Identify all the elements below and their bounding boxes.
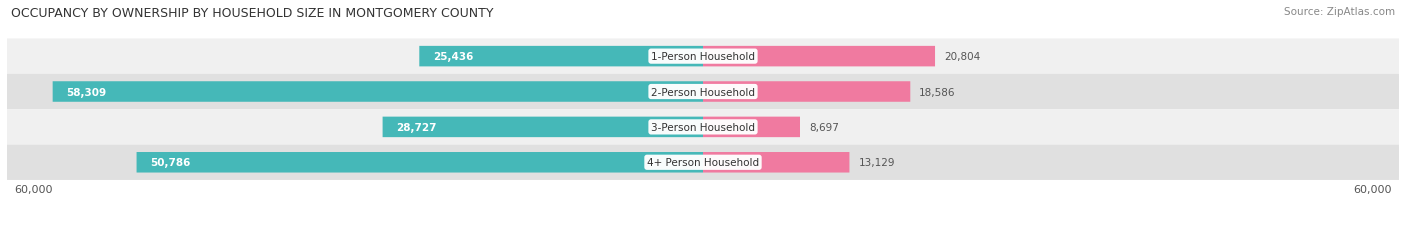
Text: 25,436: 25,436	[433, 52, 472, 62]
FancyBboxPatch shape	[136, 152, 703, 173]
FancyBboxPatch shape	[7, 39, 1399, 74]
Text: 58,309: 58,309	[66, 87, 107, 97]
FancyBboxPatch shape	[7, 110, 1399, 145]
FancyBboxPatch shape	[52, 82, 703, 102]
Text: 13,129: 13,129	[858, 158, 894, 167]
Text: 18,586: 18,586	[920, 87, 956, 97]
FancyBboxPatch shape	[7, 74, 1399, 110]
FancyBboxPatch shape	[703, 117, 800, 137]
Text: 8,697: 8,697	[808, 122, 839, 132]
FancyBboxPatch shape	[703, 47, 935, 67]
FancyBboxPatch shape	[703, 82, 910, 102]
Text: 3-Person Household: 3-Person Household	[651, 122, 755, 132]
Text: 28,727: 28,727	[396, 122, 436, 132]
FancyBboxPatch shape	[419, 47, 703, 67]
Text: 20,804: 20,804	[943, 52, 980, 62]
Text: Source: ZipAtlas.com: Source: ZipAtlas.com	[1284, 7, 1395, 17]
FancyBboxPatch shape	[7, 145, 1399, 180]
Text: 4+ Person Household: 4+ Person Household	[647, 158, 759, 167]
FancyBboxPatch shape	[703, 152, 849, 173]
Text: 2-Person Household: 2-Person Household	[651, 87, 755, 97]
Text: 50,786: 50,786	[150, 158, 190, 167]
FancyBboxPatch shape	[382, 117, 703, 137]
Text: 1-Person Household: 1-Person Household	[651, 52, 755, 62]
Text: OCCUPANCY BY OWNERSHIP BY HOUSEHOLD SIZE IN MONTGOMERY COUNTY: OCCUPANCY BY OWNERSHIP BY HOUSEHOLD SIZE…	[11, 7, 494, 20]
